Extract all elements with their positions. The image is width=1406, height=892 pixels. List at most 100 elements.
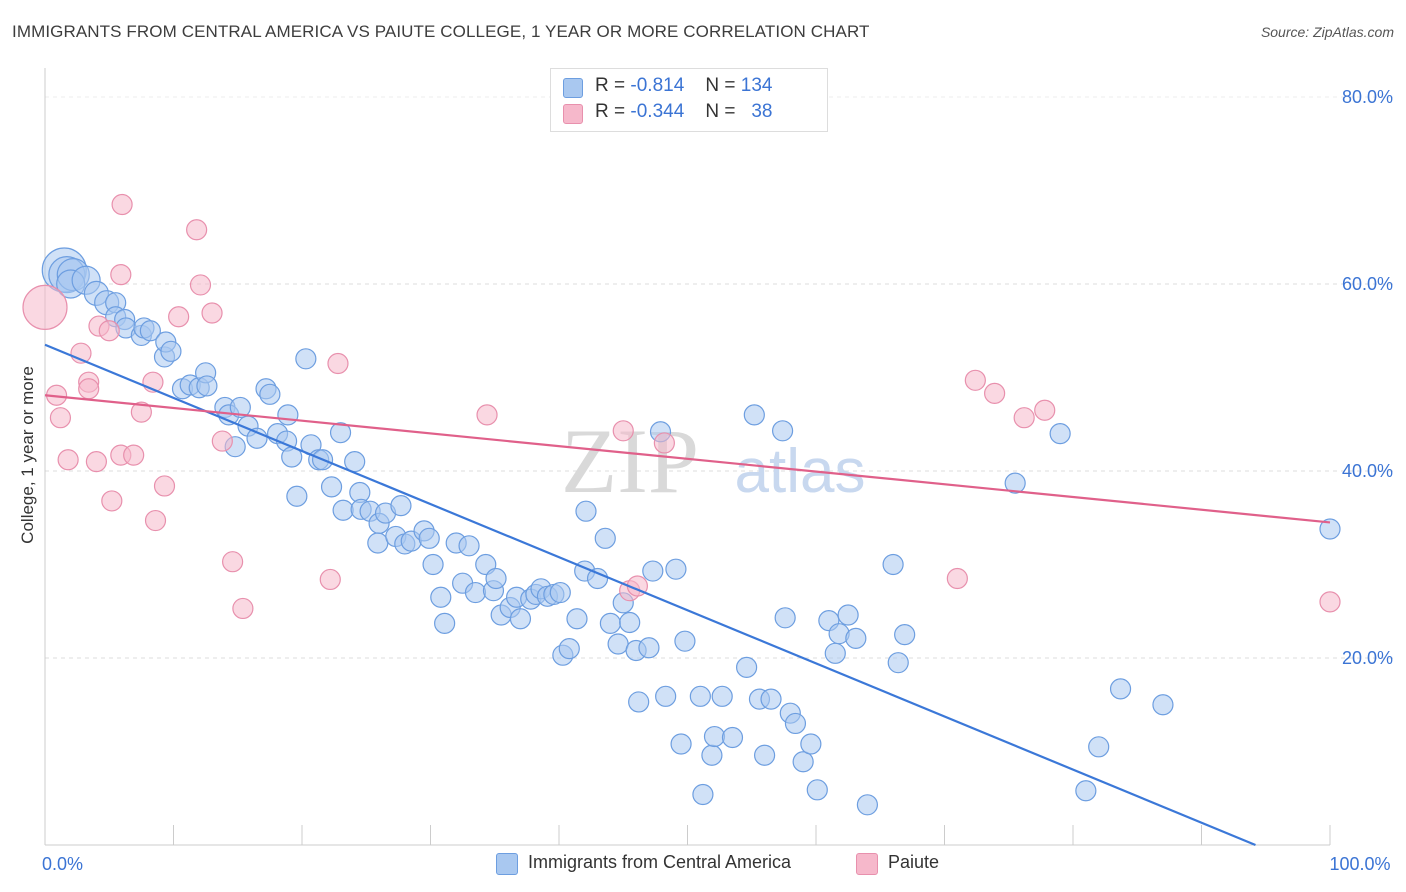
point-central-america — [196, 375, 218, 397]
point-paiute — [110, 264, 132, 286]
point-central-america — [701, 744, 723, 766]
point-paiute — [612, 420, 634, 442]
series-legend: Immigrants from Central America Paiute — [0, 852, 1406, 878]
point-central-america — [607, 633, 629, 655]
point-central-america — [332, 499, 354, 521]
legend-swatch-blue — [563, 78, 583, 98]
y-tick-label: 40.0% — [1342, 461, 1393, 481]
point-central-america — [845, 627, 867, 649]
point-central-america — [575, 500, 597, 522]
point-central-america — [743, 404, 765, 426]
point-paiute — [476, 404, 498, 426]
point-central-america — [566, 608, 588, 630]
point-paiute — [123, 444, 145, 466]
point-paiute — [168, 306, 190, 328]
point-central-america — [259, 383, 281, 405]
trend-lines — [44, 343, 1331, 847]
point-central-america — [320, 476, 343, 498]
point-central-america — [485, 567, 507, 590]
point-paiute — [57, 449, 79, 471]
point-central-america — [655, 685, 677, 707]
legend-swatch-pink — [856, 853, 878, 875]
point-paiute — [222, 551, 244, 573]
point-central-america — [599, 612, 622, 635]
point-paiute — [232, 597, 254, 620]
point-central-america — [774, 607, 796, 629]
point-central-america — [509, 608, 532, 630]
point-central-america — [594, 527, 616, 549]
point-central-america — [665, 558, 687, 580]
legend-r-value: -0.814 — [630, 75, 685, 96]
point-central-america — [736, 656, 758, 678]
point-central-america — [1049, 423, 1071, 445]
point-paiute — [189, 274, 212, 296]
y-axis-label: College, 1 year or more — [18, 366, 37, 544]
x-tick-label: 100.0% — [1329, 854, 1390, 874]
point-paiute — [186, 219, 208, 241]
tick-labels: 20.0% 40.0% 60.0% 80.0% 0.0% 100.0% — [42, 87, 1393, 874]
point-paiute — [211, 430, 233, 452]
legend-r-value: -0.344 — [630, 101, 685, 122]
point-central-america — [894, 624, 916, 646]
legend-n-label: N = — [705, 75, 736, 96]
point-paiute — [1034, 399, 1056, 421]
point-central-america — [422, 553, 444, 576]
point-central-america — [642, 560, 664, 582]
y-tick-label: 20.0% — [1342, 648, 1393, 668]
legend-r-label: R = — [595, 101, 626, 122]
point-central-america — [837, 604, 859, 626]
point-central-america — [887, 652, 909, 674]
point-central-america — [670, 733, 692, 755]
point-central-america — [1319, 518, 1341, 540]
point-central-america — [638, 637, 660, 659]
point-central-america — [1004, 472, 1026, 494]
point-paiute — [201, 302, 223, 324]
point-central-america — [558, 638, 580, 660]
point-paiute — [144, 509, 167, 532]
point-central-america — [229, 396, 251, 419]
point-paiute — [49, 407, 72, 429]
point-central-america — [458, 535, 480, 557]
point-paiute — [964, 369, 986, 391]
point-central-america — [549, 581, 571, 604]
point-paiute — [319, 568, 341, 591]
trend-line-paiute — [44, 394, 1331, 524]
point-paiute — [327, 352, 349, 375]
point-paiute — [984, 382, 1006, 404]
y-tick-label: 80.0% — [1342, 87, 1393, 107]
point-central-america — [344, 451, 366, 473]
point-central-america — [721, 726, 744, 749]
legend-swatch-pink — [563, 104, 583, 124]
trend-line-central-america — [44, 343, 1256, 847]
point-paiute — [101, 490, 123, 512]
point-central-america — [824, 642, 846, 664]
legend-n-label: N = — [705, 101, 736, 122]
point-paiute — [22, 284, 68, 330]
chart-title: IMMIGRANTS FROM CENTRAL AMERICA VS PAIUT… — [12, 22, 870, 41]
point-central-america — [711, 685, 733, 707]
watermark: ZIP atlas — [561, 410, 865, 512]
point-paiute — [111, 193, 133, 216]
point-central-america — [430, 586, 452, 608]
source-note: Source: ZipAtlas.com — [1260, 24, 1394, 40]
legend-swatch-blue — [496, 853, 518, 875]
legend-n-value: 38 — [751, 101, 773, 122]
point-paiute — [78, 378, 100, 400]
point-central-america — [1088, 736, 1110, 758]
point-paiute — [153, 475, 176, 497]
point-central-america — [882, 553, 904, 576]
point-central-america — [464, 581, 487, 604]
point-paiute — [653, 432, 675, 454]
point-central-america — [160, 340, 182, 362]
axes — [44, 68, 1331, 846]
point-paiute — [85, 451, 108, 473]
grid-lines — [45, 96, 1394, 659]
legend-label: Paiute — [888, 852, 940, 872]
point-central-america — [277, 404, 299, 426]
point-central-america — [139, 320, 161, 342]
y-tick-label: 60.0% — [1342, 274, 1393, 294]
point-central-america — [784, 712, 807, 735]
point-paiute — [946, 567, 968, 590]
point-paiute — [1013, 407, 1035, 429]
point-central-america — [800, 733, 822, 755]
